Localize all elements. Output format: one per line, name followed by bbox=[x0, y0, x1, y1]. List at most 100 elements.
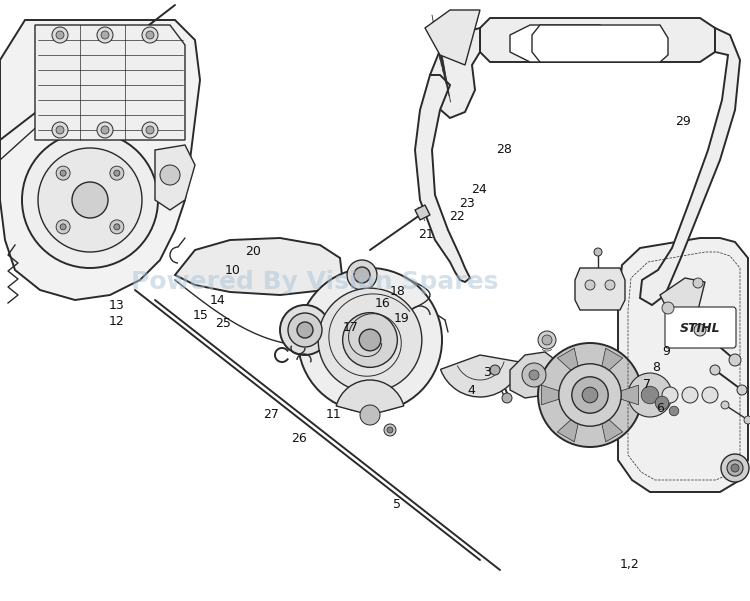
Text: 10: 10 bbox=[224, 264, 241, 277]
Polygon shape bbox=[415, 205, 430, 220]
Text: 27: 27 bbox=[263, 408, 280, 421]
Polygon shape bbox=[542, 385, 572, 405]
Circle shape bbox=[502, 393, 512, 403]
Circle shape bbox=[22, 132, 158, 268]
Circle shape bbox=[490, 365, 500, 375]
Circle shape bbox=[114, 170, 120, 176]
Circle shape bbox=[662, 399, 686, 423]
Circle shape bbox=[359, 329, 381, 351]
Circle shape bbox=[694, 324, 706, 336]
Text: Powered By Vision Spares: Powered By Vision Spares bbox=[131, 270, 499, 294]
Circle shape bbox=[721, 401, 729, 409]
Circle shape bbox=[110, 166, 124, 180]
Circle shape bbox=[97, 27, 113, 43]
Polygon shape bbox=[155, 145, 195, 210]
Circle shape bbox=[605, 280, 615, 290]
Circle shape bbox=[729, 354, 741, 366]
Circle shape bbox=[662, 387, 678, 403]
Circle shape bbox=[280, 305, 330, 355]
Circle shape bbox=[727, 460, 743, 476]
Text: 11: 11 bbox=[326, 408, 341, 421]
Polygon shape bbox=[510, 352, 558, 398]
Circle shape bbox=[101, 31, 109, 39]
Circle shape bbox=[146, 31, 154, 39]
Polygon shape bbox=[532, 25, 668, 62]
Text: 18: 18 bbox=[389, 285, 406, 298]
Text: 22: 22 bbox=[450, 210, 465, 223]
Circle shape bbox=[628, 373, 672, 417]
Circle shape bbox=[72, 182, 108, 218]
Polygon shape bbox=[480, 18, 715, 62]
Circle shape bbox=[160, 165, 180, 185]
Text: STIHL: STIHL bbox=[680, 322, 720, 335]
Circle shape bbox=[38, 148, 142, 252]
Circle shape bbox=[559, 364, 621, 426]
Polygon shape bbox=[510, 25, 620, 62]
Circle shape bbox=[693, 278, 703, 288]
Polygon shape bbox=[557, 410, 581, 442]
Text: 5: 5 bbox=[394, 498, 401, 511]
Circle shape bbox=[97, 122, 113, 138]
Text: 12: 12 bbox=[108, 315, 124, 328]
Circle shape bbox=[52, 27, 68, 43]
Polygon shape bbox=[599, 348, 622, 379]
Circle shape bbox=[146, 126, 154, 134]
Polygon shape bbox=[640, 28, 740, 305]
Text: 8: 8 bbox=[652, 361, 660, 374]
Polygon shape bbox=[35, 25, 185, 140]
Text: 25: 25 bbox=[215, 317, 232, 330]
Circle shape bbox=[542, 335, 552, 345]
Circle shape bbox=[52, 122, 68, 138]
Polygon shape bbox=[175, 238, 342, 295]
Text: 7: 7 bbox=[643, 378, 650, 391]
Circle shape bbox=[297, 322, 313, 338]
Polygon shape bbox=[618, 238, 748, 492]
Circle shape bbox=[585, 280, 595, 290]
Circle shape bbox=[682, 387, 698, 403]
Polygon shape bbox=[660, 278, 705, 318]
Circle shape bbox=[582, 387, 598, 403]
Polygon shape bbox=[0, 20, 200, 300]
Circle shape bbox=[60, 224, 66, 230]
Wedge shape bbox=[336, 380, 404, 415]
Circle shape bbox=[298, 268, 442, 412]
Text: 17: 17 bbox=[343, 321, 359, 334]
Circle shape bbox=[522, 363, 546, 387]
Text: 6: 6 bbox=[656, 402, 664, 415]
Circle shape bbox=[538, 331, 556, 349]
Circle shape bbox=[360, 405, 380, 425]
Circle shape bbox=[731, 464, 739, 472]
Circle shape bbox=[721, 454, 749, 482]
Text: 3: 3 bbox=[484, 366, 491, 379]
FancyBboxPatch shape bbox=[665, 307, 736, 348]
Polygon shape bbox=[425, 10, 480, 65]
Circle shape bbox=[110, 220, 124, 234]
Polygon shape bbox=[430, 28, 480, 118]
Circle shape bbox=[354, 267, 370, 283]
Circle shape bbox=[645, 386, 679, 420]
Circle shape bbox=[56, 220, 70, 234]
Text: 26: 26 bbox=[291, 432, 306, 445]
Circle shape bbox=[60, 170, 66, 176]
Polygon shape bbox=[575, 268, 625, 310]
Circle shape bbox=[387, 427, 393, 433]
Circle shape bbox=[142, 27, 158, 43]
Text: 19: 19 bbox=[393, 312, 410, 325]
Circle shape bbox=[347, 260, 377, 290]
Circle shape bbox=[56, 126, 64, 134]
Circle shape bbox=[594, 248, 602, 256]
Text: 29: 29 bbox=[675, 115, 690, 128]
Circle shape bbox=[101, 126, 109, 134]
Text: 15: 15 bbox=[193, 309, 209, 322]
Circle shape bbox=[710, 365, 720, 375]
Circle shape bbox=[538, 343, 642, 447]
Polygon shape bbox=[599, 410, 622, 442]
Circle shape bbox=[702, 387, 718, 403]
Circle shape bbox=[744, 416, 750, 424]
Circle shape bbox=[384, 424, 396, 436]
Circle shape bbox=[662, 302, 674, 314]
Polygon shape bbox=[415, 75, 470, 282]
Text: 4: 4 bbox=[467, 384, 475, 397]
Polygon shape bbox=[557, 348, 581, 379]
Circle shape bbox=[737, 385, 747, 395]
